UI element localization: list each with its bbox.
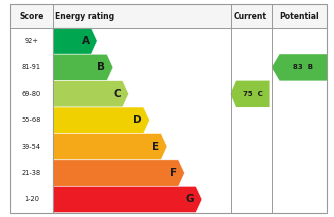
Text: 21-38: 21-38 <box>22 170 41 176</box>
Polygon shape <box>53 107 150 133</box>
Text: Current: Current <box>233 12 267 21</box>
Polygon shape <box>272 54 327 81</box>
Text: 1-20: 1-20 <box>24 196 39 202</box>
Polygon shape <box>53 28 97 54</box>
Text: Energy rating: Energy rating <box>54 12 114 21</box>
Polygon shape <box>230 81 270 107</box>
Text: 39-54: 39-54 <box>22 144 41 150</box>
Text: 81-91: 81-91 <box>22 64 41 70</box>
Text: A: A <box>81 36 90 46</box>
Polygon shape <box>53 160 184 186</box>
Text: Potential: Potential <box>280 12 319 21</box>
Polygon shape <box>53 133 167 160</box>
Polygon shape <box>53 54 113 81</box>
Text: 92+: 92+ <box>24 38 38 44</box>
Bar <box>10 4 327 28</box>
Text: Score: Score <box>19 12 44 21</box>
Text: C: C <box>113 89 121 99</box>
Text: F: F <box>170 168 177 178</box>
Text: 69-80: 69-80 <box>22 91 41 97</box>
Polygon shape <box>53 186 202 213</box>
Text: 55-68: 55-68 <box>22 117 41 123</box>
Polygon shape <box>53 81 129 107</box>
Text: G: G <box>186 194 194 204</box>
Text: 75  C: 75 C <box>243 91 263 97</box>
Text: B: B <box>97 62 105 72</box>
Text: E: E <box>152 142 159 152</box>
Text: D: D <box>133 115 142 125</box>
Text: 83  B: 83 B <box>294 64 313 70</box>
